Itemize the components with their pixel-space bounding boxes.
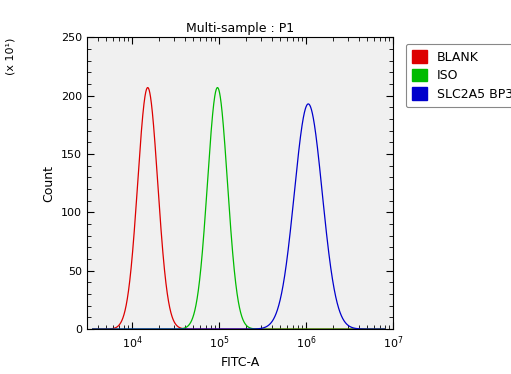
Legend: BLANK, ISO, SLC2A5 BP37: BLANK, ISO, SLC2A5 BP37 xyxy=(406,44,511,107)
ISO xyxy=(123,327,129,331)
Line: BLANK: BLANK xyxy=(92,88,385,329)
BLANK xyxy=(382,327,388,331)
ISO xyxy=(382,327,388,331)
X-axis label: FITC-A: FITC-A xyxy=(221,356,260,369)
SLC2A5 BP37 xyxy=(305,102,311,106)
SLC2A5 BP37 xyxy=(215,327,221,331)
BLANK xyxy=(202,327,208,331)
ISO xyxy=(89,327,96,331)
Text: (x 10¹): (x 10¹) xyxy=(5,37,15,75)
SLC2A5 BP37 xyxy=(345,323,351,327)
SLC2A5 BP37 xyxy=(376,327,382,331)
BLANK xyxy=(145,85,151,90)
BLANK xyxy=(345,327,351,331)
ISO xyxy=(141,327,147,331)
SLC2A5 BP37 xyxy=(141,327,147,331)
BLANK xyxy=(376,327,382,331)
BLANK xyxy=(89,327,96,331)
ISO xyxy=(202,218,208,223)
BLANK xyxy=(215,327,221,331)
SLC2A5 BP37 xyxy=(89,327,96,331)
ISO xyxy=(215,85,221,90)
BLANK xyxy=(141,107,147,111)
Line: ISO: ISO xyxy=(92,88,385,329)
Title: Multi-sample : P1: Multi-sample : P1 xyxy=(186,22,294,35)
ISO xyxy=(215,85,221,90)
Line: SLC2A5 BP37: SLC2A5 BP37 xyxy=(92,104,385,329)
ISO xyxy=(376,327,382,331)
BLANK xyxy=(123,304,129,308)
SLC2A5 BP37 xyxy=(382,327,388,331)
SLC2A5 BP37 xyxy=(202,327,208,331)
Y-axis label: Count: Count xyxy=(42,165,55,202)
ISO xyxy=(345,327,351,331)
SLC2A5 BP37 xyxy=(123,327,129,331)
